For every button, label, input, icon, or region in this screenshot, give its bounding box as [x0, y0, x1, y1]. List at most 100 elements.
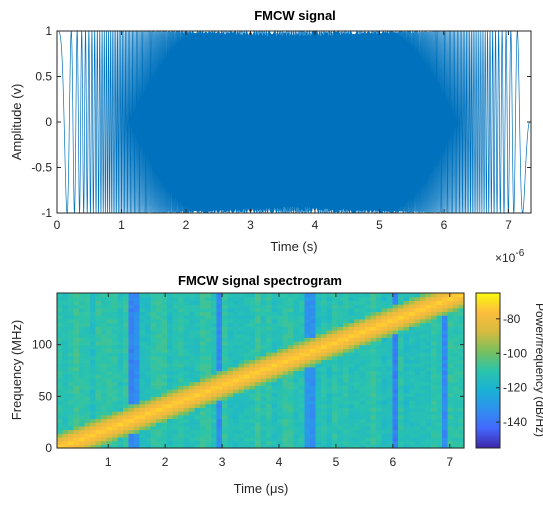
spectrogram-cell [249, 381, 256, 386]
spectrogram-cell [271, 403, 278, 408]
spectrogram-cell [266, 326, 273, 331]
spectrogram-cell [387, 444, 394, 449]
spectrogram-cell [101, 315, 108, 320]
spectrogram-cell [68, 403, 75, 408]
spectrogram-cell [255, 344, 262, 349]
spectrogram-cell [117, 400, 124, 405]
spectrogram-cell [134, 348, 141, 353]
spectrogram-cell [183, 340, 190, 346]
spectrogram-cell [145, 322, 152, 327]
spectrogram-cell [172, 370, 179, 375]
spectrogram-cell [425, 403, 432, 408]
spectrogram-cell [222, 311, 229, 316]
spectrogram-cell [370, 418, 377, 423]
spectrogram-cell [326, 396, 333, 401]
spectrogram-cell [359, 366, 366, 372]
spectrogram-cell [183, 363, 190, 368]
spectrogram-cell [139, 385, 146, 390]
spectrogram-cell [260, 374, 267, 379]
spectrogram-cell [216, 377, 223, 383]
spectrogram-image [57, 293, 465, 449]
spectrogram-cell [304, 300, 311, 305]
spectrogram-cell [194, 322, 201, 327]
spectrogram-cell [57, 293, 64, 298]
spectrogram-cell [299, 374, 306, 379]
spectrogram-cell [266, 307, 273, 313]
spectrogram-cell [233, 366, 240, 372]
spectrogram-cell [178, 392, 185, 397]
spectrogram-cell [128, 304, 135, 309]
spectrogram-cell [222, 414, 229, 420]
spectrogram-cell [387, 392, 394, 397]
spectrogram-cell [299, 436, 306, 442]
spectrogram-cell [387, 340, 394, 346]
spectrogram-cell [134, 418, 141, 423]
spectrogram-cell [365, 329, 372, 335]
spectrogram-cell [134, 374, 141, 379]
spectrogram-cell [458, 425, 465, 431]
spectrogram-cell [57, 359, 64, 364]
spectrogram-cell [359, 381, 366, 386]
spectrogram-cell [403, 355, 410, 361]
spectrogram-cell [326, 370, 333, 375]
spectrogram-cell [205, 352, 212, 357]
spectrogram-cell [381, 337, 388, 342]
spectrogram-cell [222, 315, 229, 320]
spectrogram-cell [321, 366, 328, 372]
spectrogram-cell [326, 348, 333, 353]
spectrogram-cell [365, 385, 372, 390]
spectrogram-cell [436, 300, 443, 305]
spectrogram-cell [299, 348, 306, 353]
spectrogram-cell [271, 344, 278, 349]
spectrogram-cell [134, 377, 141, 383]
spectrogram-cell [233, 418, 240, 423]
spectrogram-cell [84, 304, 91, 309]
spectrogram-cell [293, 418, 300, 423]
spectrogram-cell [233, 388, 240, 394]
spectrogram-cell [387, 359, 394, 364]
spectrogram-cell [216, 340, 223, 346]
spectrogram-cell [282, 340, 289, 346]
spectrogram-cell [222, 388, 229, 394]
spectrogram-cell [211, 370, 218, 375]
spectrogram-cell [62, 422, 69, 427]
spectrogram-cell [354, 422, 361, 427]
spectrogram-cell [238, 344, 245, 349]
spectrogram-cell [420, 293, 427, 298]
spectrogram-cell [376, 436, 383, 442]
spectrogram-cell [189, 318, 196, 324]
spectrogram-cell [167, 444, 174, 449]
spectrogram-cell [62, 388, 69, 394]
spectrogram-cell [172, 411, 179, 416]
spectrogram-cell [101, 392, 108, 397]
spectrogram-cell [84, 377, 91, 383]
spectrogram-cell [106, 322, 113, 327]
spectrogram-cell [62, 407, 69, 412]
spectrogram-cell [266, 377, 273, 383]
spectrogram-cell [255, 444, 262, 449]
spectrogram-cell [447, 293, 454, 298]
spectrogram-cell [222, 355, 229, 361]
spectrogram-cell [282, 418, 289, 423]
spectrogram-cell [310, 300, 317, 305]
spectrogram-cell [156, 377, 163, 383]
spectrogram-cell [299, 333, 306, 338]
spectrogram-cell [414, 311, 421, 316]
spectrogram-cell [376, 440, 383, 445]
spectrogram-cell [277, 388, 284, 394]
spectrogram-cell [293, 411, 300, 416]
spectrogram-cell [238, 370, 245, 375]
spectrogram-cell [315, 433, 322, 438]
spectrogram-cell [398, 333, 405, 338]
spectrogram-cell [453, 400, 460, 405]
spectrogram-cell [348, 318, 355, 324]
spectrogram-cell [106, 385, 113, 390]
spectrogram-cell [260, 355, 267, 361]
spectrogram-x-tick-label: 5 [333, 455, 340, 469]
spectrogram-cell [211, 440, 218, 445]
spectrogram-cell [222, 304, 229, 309]
spectrogram-cell [84, 436, 91, 442]
spectrogram-cell [227, 363, 234, 368]
spectrogram-cell [310, 411, 317, 416]
spectrogram-cell [95, 444, 102, 449]
